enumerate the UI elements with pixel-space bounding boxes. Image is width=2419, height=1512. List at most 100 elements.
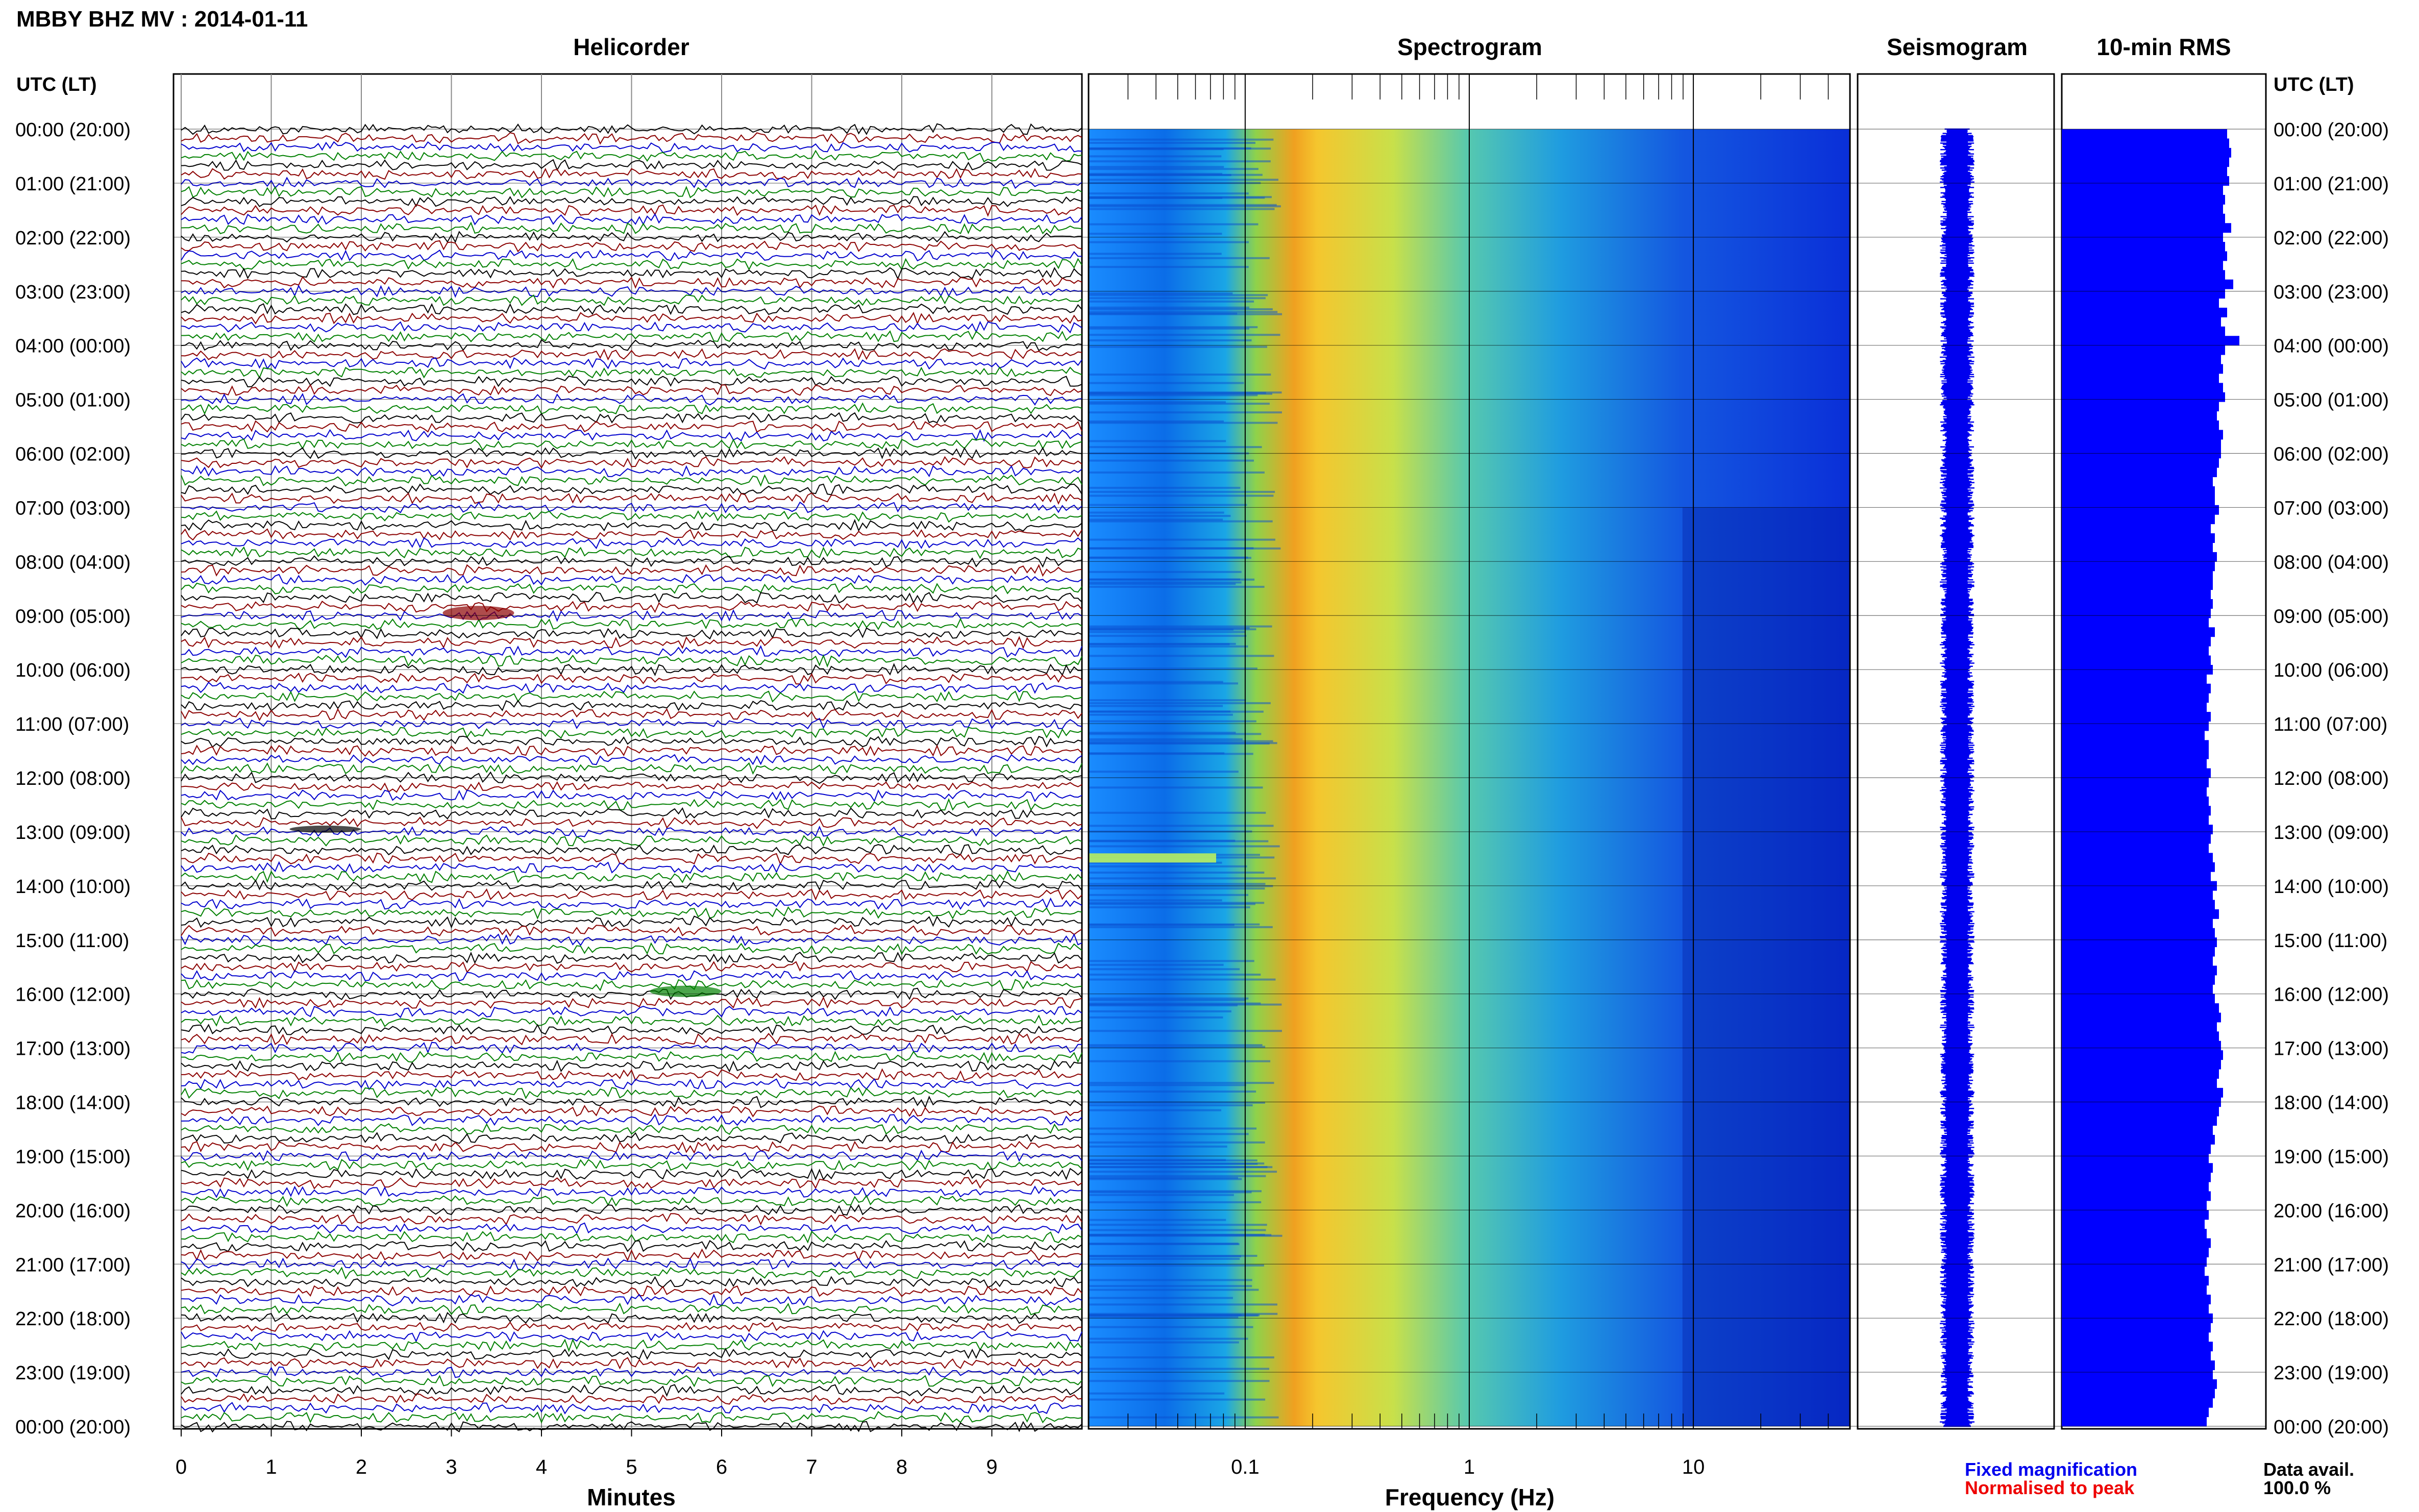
spectrogram-noise: [1089, 205, 1281, 208]
spectrogram-noise: [1089, 1368, 1270, 1370]
spectrogram-noise: [1089, 179, 1279, 181]
spectrogram-noise: [1089, 327, 1249, 330]
rms-bar: [2062, 279, 2233, 289]
spectrogram-noise: [1089, 681, 1223, 683]
spectrogram-noise: [1089, 1312, 1278, 1315]
helicorder-trace: [181, 663, 1082, 677]
spectrogram-noise: [1089, 1171, 1277, 1173]
spectrogram-noise: [1089, 446, 1262, 449]
spectrogram-noise: [1089, 586, 1265, 588]
rms-bar: [2062, 1210, 2209, 1220]
minute-tick-label: 5: [626, 1456, 637, 1478]
time-label-right: 17:00 (13:00): [2274, 1038, 2389, 1060]
time-label-right: 01:00 (21:00): [2274, 173, 2389, 195]
helicorder-trace: [181, 951, 1082, 964]
rms-bar: [2062, 919, 2213, 929]
helicorder-trace: [181, 1375, 1082, 1387]
time-label-right: 10:00 (06:00): [2274, 660, 2389, 681]
helicorder-trace: [181, 970, 1082, 982]
helicorder-trace: [181, 1222, 1082, 1234]
spectrogram-noise: [1089, 631, 1246, 633]
helicorder-trace: [181, 402, 1082, 415]
rms-bar: [2062, 571, 2213, 581]
spectrogram-noise: [1089, 740, 1273, 742]
spectrogram-noise: [1089, 1159, 1257, 1162]
helicorder-trace: [181, 1014, 1082, 1027]
time-label-right: 11:00 (07:00): [2274, 714, 2387, 735]
rms-bar: [2062, 1407, 2209, 1418]
spectrogram-noise: [1089, 334, 1280, 336]
time-label-left: 07:00 (03:00): [15, 498, 131, 519]
helicorder-trace: [181, 1293, 1082, 1306]
time-label-left: 20:00 (16:00): [15, 1200, 131, 1222]
minute-tick-label: 4: [536, 1456, 547, 1478]
rms-bar: [2062, 289, 2225, 299]
rms-bar: [2062, 815, 2209, 825]
utc-label-right: UTC (LT): [2274, 74, 2354, 95]
helicorder-trace: [181, 1068, 1082, 1082]
rms-bar: [2062, 834, 2211, 844]
spectrogram-noise: [1089, 720, 1256, 723]
freq-tick-label: 1: [1464, 1456, 1475, 1478]
helicorder-title: Helicorder: [573, 34, 689, 60]
spectrogram-noise: [1089, 786, 1263, 789]
time-label-right: 06:00 (02:00): [2274, 444, 2389, 465]
spectrogram-noise: [1089, 208, 1275, 210]
spectrogram-noise: [1089, 655, 1274, 657]
rms-bar: [2062, 730, 2205, 740]
spectrogram-noise: [1089, 173, 1263, 176]
spectrogram-noise: [1089, 1060, 1271, 1062]
rms-bar: [2062, 1285, 2207, 1295]
rms-bar: [2062, 486, 2215, 496]
rms-bar: [2062, 1276, 2209, 1286]
rms-bar: [2062, 1172, 2211, 1182]
spectrogram-noise: [1089, 978, 1276, 981]
spectrogram-noise: [1089, 1166, 1273, 1169]
spectrogram-noise: [1089, 871, 1265, 874]
rms-bar: [2062, 524, 2211, 534]
spectrogram-noise: [1089, 538, 1275, 541]
spectrogram-noise: [1089, 233, 1222, 235]
rms-bar: [2062, 1134, 2215, 1145]
helicorder-trace: [181, 942, 1082, 955]
helicorder-trace: [181, 294, 1082, 306]
spectrogram-noise: [1089, 345, 1268, 348]
spectrogram-noise: [1089, 1398, 1266, 1401]
rms-bar: [2062, 373, 2219, 383]
rms-bar: [2062, 317, 2221, 327]
time-label-right: 21:00 (17:00): [2274, 1254, 2389, 1276]
minute-tick-label: 7: [806, 1456, 817, 1478]
helicorder-trace: [181, 861, 1082, 874]
helicorder-trace: [181, 727, 1082, 739]
helicorder-panel: [172, 73, 1083, 1433]
helicorder-trace: [181, 186, 1082, 199]
helicorder-trace: [181, 150, 1082, 163]
rms-bar: [2062, 589, 2211, 600]
rms-bar: [2062, 1398, 2213, 1408]
rms-bar: [2062, 1417, 2207, 1427]
helicorder-trace: [181, 447, 1082, 460]
rms-bar: [2062, 251, 2227, 261]
helicorder-trace: [181, 1059, 1082, 1073]
spectrogram-noise: [1089, 160, 1271, 163]
rms-bar: [2062, 796, 2209, 806]
spectrogram-noise: [1089, 713, 1233, 716]
helicorder-trace: [181, 141, 1082, 153]
helicorder-trace: [181, 1276, 1082, 1288]
rms-bar: [2062, 806, 2211, 816]
rms-bar: [2062, 514, 2215, 525]
rms-bar: [2062, 853, 2213, 863]
helicorder-trace: [181, 1393, 1082, 1405]
rms-bar: [2062, 430, 2223, 440]
helicorder-trace: [181, 708, 1082, 722]
helicorder-trace: [181, 357, 1082, 370]
rms-bar: [2062, 355, 2221, 365]
rms-bar: [2062, 1163, 2213, 1173]
rms-bar: [2062, 176, 2229, 186]
helicorder-trace: [181, 591, 1082, 604]
rms-bar: [2062, 420, 2219, 430]
helicorder-trace: [181, 735, 1082, 748]
spectrogram-noise: [1089, 885, 1273, 887]
helicorder-trace: [181, 915, 1082, 929]
helicorder-trace: [181, 1357, 1082, 1370]
